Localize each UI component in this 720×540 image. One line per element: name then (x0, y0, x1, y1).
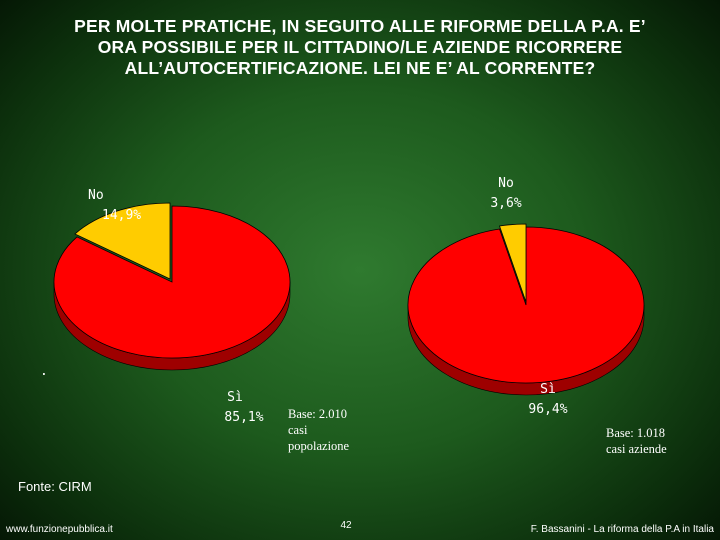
pie-1 (53, 202, 291, 371)
pie1-si-label: Sì 85,1% (224, 390, 264, 425)
pie-2-slice-si (407, 226, 645, 384)
pie2-si-label: Sì 96,4% (528, 382, 568, 417)
title-line-3: ALL’AUTOCERTIFICAZIONE. LEI NE E’ AL COR… (124, 58, 596, 78)
footer-author: F. Bassanini - La riforma della P.A in I… (530, 524, 714, 535)
stray-mark: . (40, 364, 48, 379)
pie-2-slice-no (498, 223, 527, 303)
pie2-no-label: No 3,6% (490, 176, 522, 211)
title-line-2: ORA POSSIBILE PER IL CITTADINO/LE AZIEND… (97, 37, 623, 57)
pie1-base-note: Base: 2.010 casi popolazione (288, 407, 350, 453)
title-line-1: PER MOLTE PRATICHE, IN SEGUITO ALLE RIFO… (74, 16, 646, 36)
pie-1-slice-no (74, 202, 171, 280)
page-number: 42 (340, 520, 352, 531)
slide-title: PER MOLTE PRATICHE, IN SEGUITO ALLE RIFO… (0, 16, 720, 79)
pie1-no-label: No 14,9% (88, 188, 142, 223)
pie-1-slice-si (53, 205, 291, 359)
pie-2 (407, 223, 645, 396)
footer-website: www.funzionepubblica.it (6, 524, 113, 535)
pie2-base-note: Base: 1.018 casi aziende (606, 426, 667, 456)
source-note: Fonte: CIRM (18, 479, 92, 494)
